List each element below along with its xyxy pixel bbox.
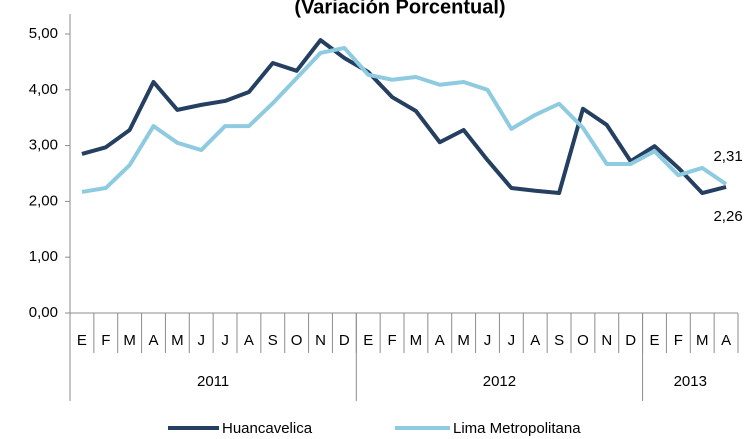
x-tick-label: J	[484, 332, 492, 349]
x-tick-label: A	[530, 332, 540, 349]
x-tick-label: A	[721, 332, 731, 349]
y-tick-label: 0,00	[29, 304, 58, 321]
legend-label: Huancavelica	[222, 420, 313, 437]
x-tick-label: O	[291, 332, 303, 349]
series-line	[81, 45, 728, 194]
y-tick-label: 4,00	[29, 81, 58, 98]
x-group-label: 2012	[483, 373, 516, 390]
series-line	[81, 38, 727, 196]
x-tick-label: E	[363, 332, 373, 349]
x-tick-label: J	[197, 332, 205, 349]
data-label: 2,31	[713, 148, 742, 165]
x-tick-label: S	[268, 332, 278, 349]
x-tick-label: D	[625, 332, 636, 349]
x-tick-label: M	[696, 332, 709, 349]
x-tick-label: E	[77, 332, 87, 349]
x-group-label: 2011	[197, 373, 229, 390]
x-tick-label: F	[101, 332, 110, 349]
chart-title: (Variación Porcentual)	[294, 0, 505, 18]
x-tick-label: A	[244, 332, 254, 349]
y-tick-label: 1,00	[29, 248, 58, 265]
x-tick-label: S	[554, 332, 564, 349]
x-tick-label: A	[435, 332, 445, 349]
x-tick-label: F	[387, 332, 396, 349]
x-tick-label: F	[674, 332, 683, 349]
x-tick-label: M	[123, 332, 136, 349]
x-tick-label: N	[601, 332, 612, 349]
x-tick-label: J	[221, 332, 229, 349]
y-tick-label: 5,00	[29, 25, 58, 42]
x-tick-label: M	[457, 332, 470, 349]
x-tick-label: M	[410, 332, 423, 349]
x-tick-label: O	[577, 332, 589, 349]
x-tick-label: N	[315, 332, 326, 349]
x-tick-label: E	[649, 332, 659, 349]
y-tick-label: 2,00	[29, 192, 58, 209]
legend-label: Lima Metropolitana	[453, 420, 581, 437]
x-group-label: 2013	[674, 373, 707, 390]
data-label: 2,26	[713, 208, 742, 225]
y-tick-label: 3,00	[29, 137, 58, 154]
x-tick-label: J	[508, 332, 516, 349]
x-tick-label: A	[148, 332, 158, 349]
x-tick-label: M	[171, 332, 184, 349]
x-tick-label: D	[339, 332, 350, 349]
